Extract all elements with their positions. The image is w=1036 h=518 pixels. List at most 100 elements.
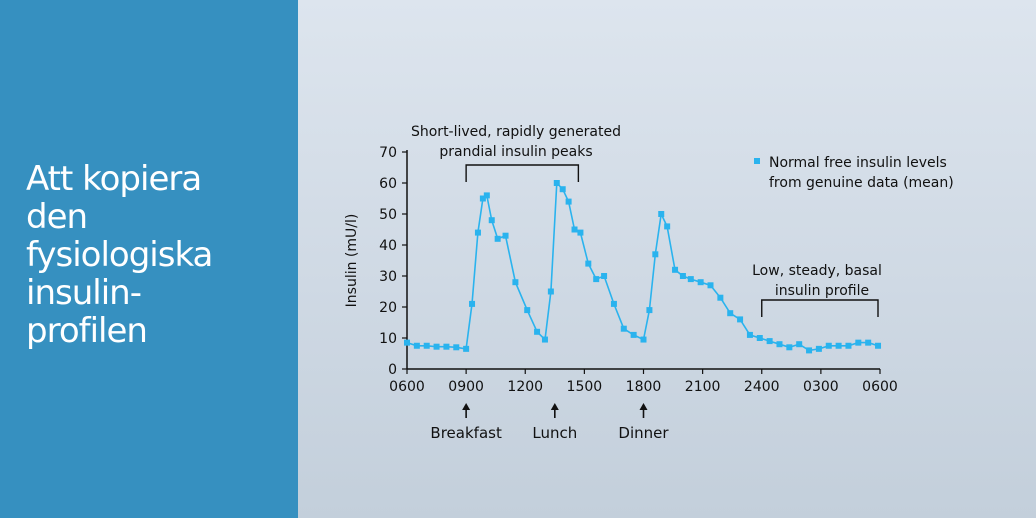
- data-point: [658, 211, 665, 217]
- data-point: [534, 328, 541, 335]
- data-point: [453, 344, 460, 351]
- data-point: [835, 342, 842, 349]
- data-point: [646, 307, 653, 314]
- y-tick-label: 10: [379, 331, 397, 347]
- data-point: [796, 341, 803, 348]
- data-point: [479, 195, 486, 202]
- data-point: [737, 316, 744, 323]
- data-point: [483, 192, 490, 199]
- x-tick-label: 2100: [685, 379, 721, 395]
- data-point: [640, 336, 647, 343]
- x-tick-label: 1800: [626, 379, 662, 395]
- basal-annotation: insulin profile: [775, 283, 869, 299]
- data-point: [652, 251, 659, 258]
- basal-annotation: Low, steady, basal: [752, 263, 882, 279]
- slide-title-line: fysiologiska: [26, 235, 213, 275]
- data-point: [502, 232, 509, 239]
- data-point: [547, 288, 554, 295]
- data-point: [815, 345, 822, 352]
- data-point: [433, 343, 440, 350]
- meal-arrow-head: [639, 403, 648, 410]
- y-tick-label: 40: [379, 238, 397, 254]
- legend-label: Normal free insulin levels: [769, 155, 947, 171]
- data-point: [776, 341, 783, 348]
- data-point: [541, 336, 548, 343]
- data-point: [825, 342, 832, 349]
- data-point: [727, 310, 734, 317]
- x-tick-label: 0300: [803, 379, 839, 395]
- data-point: [423, 342, 430, 349]
- data-point: [524, 307, 531, 314]
- slide-title-line: insulin-: [26, 273, 142, 313]
- y-tick-label: 30: [379, 269, 397, 285]
- data-point: [601, 273, 608, 279]
- y-tick-label: 50: [379, 207, 397, 223]
- data-point: [404, 339, 410, 346]
- data-point: [865, 339, 872, 346]
- y-tick-label: 0: [388, 362, 397, 378]
- x-tick-label: 1500: [567, 379, 603, 395]
- meal-arrow-head: [550, 403, 559, 410]
- data-point: [845, 342, 852, 349]
- y-tick-label: 20: [379, 300, 397, 316]
- data-point: [474, 229, 481, 236]
- y-tick-label: 60: [379, 176, 397, 192]
- data-point: [697, 279, 704, 286]
- data-point: [512, 279, 519, 286]
- data-point: [806, 347, 813, 354]
- data-point: [630, 331, 637, 338]
- data-point: [571, 226, 578, 233]
- data-point: [875, 342, 882, 349]
- data-point: [610, 300, 617, 307]
- title-panel: Att kopiera den fysiologiska insulin- pr…: [0, 0, 298, 518]
- data-point: [717, 294, 724, 301]
- x-tick-label: 0900: [448, 379, 484, 395]
- data-point: [664, 223, 671, 230]
- data-point: [855, 339, 862, 346]
- data-point: [593, 276, 600, 283]
- data-point: [413, 342, 420, 349]
- peaks-bracket: [465, 164, 580, 182]
- data-point: [565, 198, 572, 205]
- peaks-annotation: prandial insulin peaks: [439, 144, 592, 160]
- peaks-annotation: Short-lived, rapidly generated: [411, 124, 621, 140]
- data-point: [488, 217, 495, 224]
- legend-marker: [754, 158, 760, 164]
- data-point: [672, 266, 679, 273]
- y-axis-label: Insulin (mU/l): [344, 214, 360, 308]
- data-point: [786, 344, 793, 351]
- x-tick-label: 2400: [744, 379, 780, 395]
- data-point: [746, 331, 753, 338]
- data-point: [494, 235, 501, 242]
- data-point: [766, 338, 773, 345]
- data-point: [756, 335, 763, 341]
- data-point: [620, 325, 627, 332]
- data-point: [687, 276, 694, 283]
- meal-label: Lunch: [532, 424, 577, 442]
- slide-title: Att kopiera den fysiologiska insulin- pr…: [26, 160, 288, 350]
- meal-label: Breakfast: [430, 424, 502, 442]
- data-point: [679, 273, 686, 279]
- data-point: [443, 343, 450, 350]
- data-point: [577, 229, 584, 236]
- legend-label: from genuine data (mean): [769, 175, 954, 191]
- data-point: [585, 260, 592, 267]
- meal-label: Dinner: [618, 424, 669, 442]
- slide-title-line: profilen: [26, 311, 148, 351]
- content-panel: 0 10 20 30 40 50 60 70 0600 0900 1200 1500 1800 2100 2…: [298, 0, 1036, 518]
- x-tick-label: 1200: [507, 379, 543, 395]
- x-tick-label: 0600: [862, 379, 898, 395]
- data-point: [553, 180, 560, 186]
- insulin-chart: 0 10 20 30 40 50 60 70 0600 0900 1200 1500 1800 2100 2…: [344, 124, 954, 442]
- x-tick-label: 0600: [389, 379, 425, 395]
- slide-title-line: Att kopiera: [26, 159, 202, 199]
- meal-arrow-head: [462, 403, 471, 410]
- data-point: [469, 300, 476, 307]
- y-tick-label: 70: [379, 145, 397, 161]
- slide-title-line: den: [26, 197, 88, 237]
- data-point: [707, 282, 714, 289]
- data-point: [463, 345, 470, 352]
- basal-bracket: [761, 299, 879, 317]
- data-point: [559, 186, 566, 193]
